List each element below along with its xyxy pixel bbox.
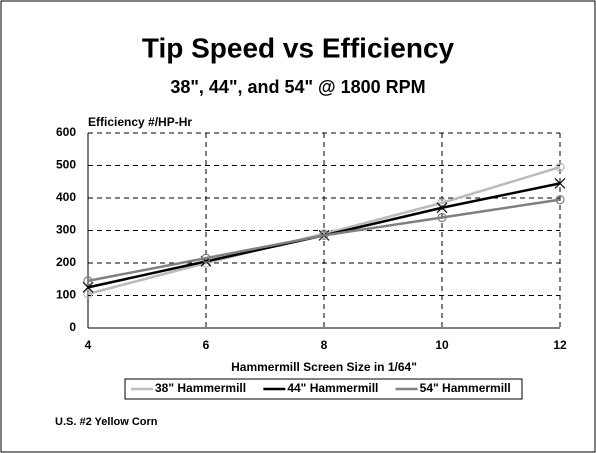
y-tick-label: 500 [56, 158, 76, 172]
marker [201, 253, 211, 263]
x-tick-label: 6 [203, 338, 210, 352]
x-tick-label: 4 [85, 338, 92, 352]
x-axis-label: Hammermill Screen Size in 1/64" [231, 360, 417, 374]
chart-subtitle: 38", 44", and 54" @ 1800 RPM [170, 77, 425, 97]
marker [437, 212, 447, 223]
marker [83, 289, 93, 299]
legend-label: 54" Hammermill [420, 381, 511, 395]
legend-label: 44" Hammermill [287, 381, 378, 395]
marker [319, 230, 329, 240]
y-tick-label: 600 [56, 125, 76, 139]
y-tick-label: 200 [56, 255, 76, 269]
y-tick-label: 300 [56, 223, 76, 237]
y-tick-label: 0 [69, 320, 76, 334]
x-tick-label: 12 [553, 338, 567, 352]
y-axis-label: Efficiency #/HP-Hr [88, 115, 192, 129]
marker [555, 195, 565, 205]
y-tick-label: 400 [56, 190, 76, 204]
x-tick-label: 10 [435, 338, 449, 352]
series-line [87, 165, 561, 296]
marker [555, 162, 565, 172]
y-tick-label: 100 [56, 288, 76, 302]
x-tick-label: 8 [321, 338, 328, 352]
legend-label: 38" Hammermill [155, 381, 246, 395]
marker [436, 202, 448, 214]
marker [554, 177, 566, 189]
note: U.S. #2 Yellow Corn [55, 416, 158, 428]
legend-box [124, 378, 523, 400]
marker [83, 276, 93, 286]
chart-title: Tip Speed vs Efficiency [142, 32, 455, 63]
series-line [87, 198, 561, 283]
